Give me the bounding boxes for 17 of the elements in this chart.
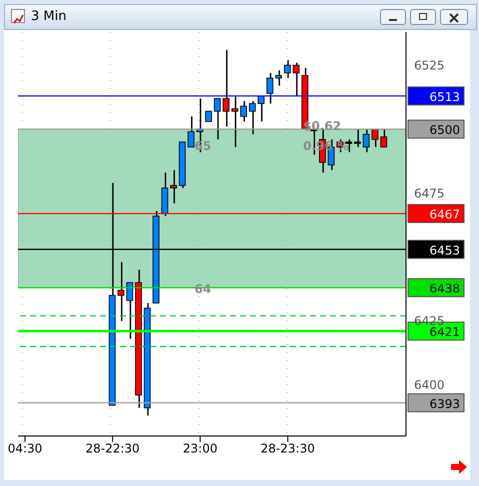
- y-tick-label: 6525: [414, 58, 445, 72]
- ref-line-label: 6453: [429, 243, 460, 258]
- ref-line-label: 6393: [429, 396, 460, 411]
- candlestick: [118, 262, 124, 321]
- x-tick-label: 23:00: [182, 442, 218, 456]
- ref-line-label: 6421: [429, 325, 460, 340]
- ref-line-label: 6467: [429, 208, 460, 222]
- candlestick: [170, 170, 177, 204]
- x-tick-label: 28-22:30: [86, 442, 140, 456]
- y-tick-label: 6475: [414, 186, 445, 200]
- ref-line-label: 6513: [429, 90, 460, 104]
- x-tick-label: 04:30: [8, 442, 42, 456]
- x-tick-label: 28-23:30: [260, 442, 315, 456]
- chart-title: 3 Min: [31, 9, 66, 24]
- y-tick-label: 6400: [414, 378, 445, 392]
- ref-line-label: 6500: [429, 123, 460, 138]
- ref-line-label: 6438: [429, 282, 460, 296]
